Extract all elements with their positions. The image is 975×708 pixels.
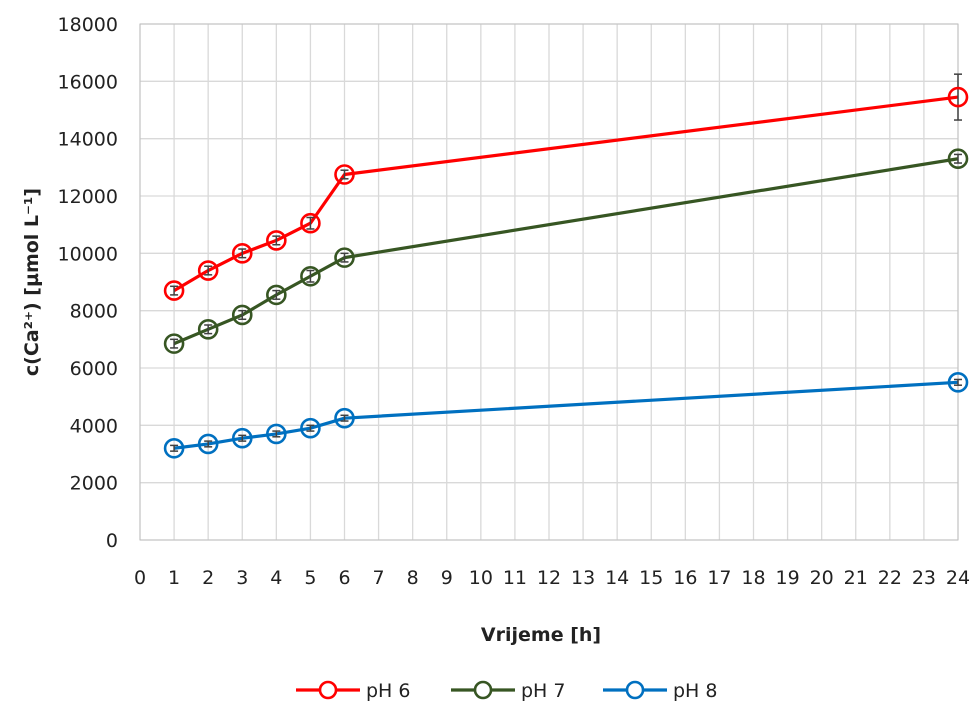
data-point: [947, 148, 969, 170]
data-point: [334, 407, 355, 429]
x-tick-label: 3: [236, 567, 248, 589]
data-point: [197, 433, 219, 455]
data-point: [300, 212, 321, 234]
x-axis-title: Vrijeme [h]: [481, 624, 601, 646]
data-point: [197, 260, 219, 281]
data-point: [163, 280, 185, 301]
legend-swatch-marker: [473, 680, 493, 700]
data-point: [334, 247, 355, 268]
y-axis-title: c(Ca²⁺) [µmol L⁻¹]: [21, 188, 43, 376]
x-tick-label: 8: [407, 567, 419, 589]
x-tick-label: 22: [878, 567, 902, 589]
series-1: [163, 73, 969, 301]
y-tick-label: 18000: [58, 14, 118, 36]
x-tick-label: 0: [134, 567, 146, 589]
legend-label: pH 6: [366, 680, 410, 702]
data-point: [300, 417, 321, 439]
x-tick-label: 6: [338, 567, 350, 589]
x-tick-label: 17: [707, 567, 731, 589]
x-tick-label: 21: [844, 567, 868, 589]
data-point: [266, 284, 287, 306]
y-tick-label: 10000: [58, 243, 118, 265]
x-tick-label: 1: [168, 567, 180, 589]
data-point: [947, 86, 969, 108]
x-tick-labels: 0 1 2 3 4 5 6 7 8 9 10 11 12 13 14 15 16 17 18 19 20 21 22 23 24: [134, 567, 970, 589]
grid-layer: [139, 23, 959, 541]
data-point: [231, 304, 253, 326]
data-point: [231, 427, 253, 449]
x-tick-label: 16: [673, 567, 697, 589]
series-layer: [163, 73, 969, 459]
legend-item-3: pH 8: [603, 680, 717, 702]
y-tick-label: 12000: [58, 186, 118, 208]
data-point: [231, 243, 253, 264]
legend: pH 6 pH 7 pH 8: [296, 680, 717, 702]
legend-swatch-marker: [625, 680, 645, 700]
x-tick-label: 4: [270, 567, 282, 589]
x-tick-label: 5: [304, 567, 316, 589]
series-line: [173, 95, 959, 292]
x-tick-label: 18: [741, 567, 765, 589]
x-tick-label: 11: [503, 567, 527, 589]
plot-border: [139, 23, 959, 541]
data-point: [947, 372, 969, 393]
x-tick-label: 20: [810, 567, 834, 589]
data-point: [163, 333, 185, 354]
series-line: [173, 380, 959, 450]
y-tick-label: 6000: [70, 358, 118, 380]
x-tick-label: 24: [946, 567, 970, 589]
x-tick-label: 15: [639, 567, 663, 589]
x-tick-label: 7: [373, 567, 385, 589]
series-line: [173, 157, 959, 346]
legend-item-1: pH 6: [296, 680, 410, 702]
legend-label: pH 8: [673, 680, 717, 702]
x-tick-label: 2: [202, 567, 214, 589]
data-point: [300, 265, 321, 287]
y-tick-label: 0: [106, 530, 118, 552]
y-tick-labels: 0 2000 4000 6000 8000 10000 12000 14000 16000 180…: [58, 14, 118, 552]
legend-label: pH 7: [521, 680, 565, 702]
x-tick-label: 19: [775, 567, 799, 589]
data-point: [266, 423, 287, 445]
data-point: [334, 164, 355, 185]
x-tick-label: 9: [441, 567, 453, 589]
data-point: [197, 318, 219, 340]
series-3: [163, 372, 969, 459]
y-tick-label: 2000: [70, 473, 118, 495]
data-point: [163, 437, 185, 459]
series-2: [163, 148, 969, 354]
legend-swatch-marker: [318, 680, 338, 700]
x-tick-label: 23: [912, 567, 936, 589]
y-tick-label: 8000: [70, 301, 118, 323]
legend-item-2: pH 7: [451, 680, 565, 702]
x-tick-label: 13: [571, 567, 595, 589]
data-point: [266, 230, 287, 251]
x-tick-label: 12: [537, 567, 561, 589]
y-tick-label: 16000: [58, 71, 118, 93]
y-tick-label: 4000: [70, 415, 118, 437]
x-tick-label: 14: [605, 567, 629, 589]
x-tick-label: 10: [469, 567, 493, 589]
y-tick-label: 14000: [58, 129, 118, 151]
